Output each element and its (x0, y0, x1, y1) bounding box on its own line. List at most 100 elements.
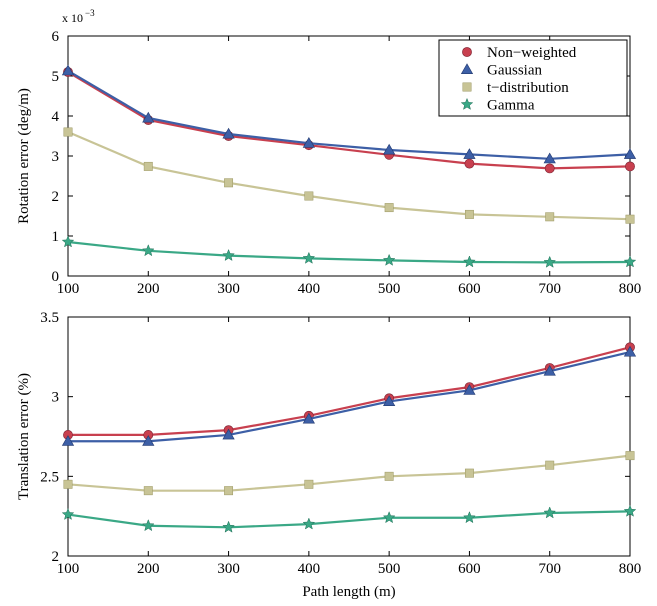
legend-label: Non−weighted (487, 45, 577, 61)
data-point: Non−weighted 700: 2.69 (544, 163, 555, 174)
x-tick-label: 700 (538, 281, 561, 297)
x-tick-label: 200 (137, 561, 160, 577)
data-point: t−distribution 600: 1.54 (464, 209, 474, 219)
y-tick-label: 3.5 (40, 310, 59, 326)
y-scale-multiplier: x 10 −3 (62, 8, 95, 25)
data-point: Gaussian 600: 3.04 (463, 148, 476, 159)
y-tick-label: 2 (52, 189, 60, 205)
data-point: Gaussian 300: 3.55 (222, 127, 235, 139)
legend-marker (462, 82, 472, 92)
series-3: t−distribution 100: 3.6 t−distribution 20… (63, 127, 635, 224)
data-point: Gamma 400: 0.44 (302, 251, 316, 264)
x-tick-label: 500 (378, 561, 401, 577)
data-point: t−distribution 800: 1.42 (625, 214, 635, 224)
legend-label: Gamma (487, 98, 535, 114)
x-tick-label: 600 (458, 281, 481, 297)
data-point: Gamma 500: 2.24 (382, 511, 396, 524)
data-point: Gaussian 200: 3.95 (142, 111, 155, 123)
data-point: t−distribution 400: 2.45 (304, 479, 314, 489)
series-4: Gamma 100: 2.26 Gamma 200: 2.19 Gamma 300:… (61, 504, 637, 533)
legend-marker (462, 47, 472, 57)
x-tick-label: 800 (619, 281, 642, 297)
data-point: Gaussian 100: 2.72 (61, 435, 75, 446)
data-point: Gamma 600: 2.24 (463, 511, 476, 524)
x-tick-label: 100 (57, 281, 80, 297)
data-point: t−distribution 200: 2.74 (143, 161, 153, 171)
x-tick-label: 400 (298, 561, 321, 577)
x-tick-label: 800 (619, 561, 642, 577)
x-tick-label: 400 (298, 281, 321, 297)
legend-marker (460, 63, 474, 74)
data-point: Gamma 200: 0.63 (141, 244, 155, 257)
x-tick-label: 500 (378, 281, 401, 297)
data-point: t−distribution 200: 2.41 (143, 486, 153, 496)
series-line (67, 240, 631, 264)
data-point: t−distribution 500: 1.71 (384, 203, 394, 213)
data-point: Gaussian 600: 3.04 (463, 384, 476, 395)
series-line (67, 454, 631, 492)
series-3: t−distribution 100: 2.45 t−distribution 2… (63, 451, 635, 496)
y-tick-label: 3 (52, 390, 60, 406)
data-point: Gaussian 400: 2.86 (302, 412, 315, 424)
y-tick-label: 3 (52, 149, 60, 165)
data-point: t−distribution 400: 2 (304, 191, 314, 201)
x-tick-label: 100 (57, 561, 80, 577)
data-point: Gamma 800: 0.35 (623, 255, 637, 268)
data-point: t−distribution 100: 3.6 (63, 127, 73, 137)
data-point: Gaussian 500: 3.15 (383, 143, 396, 155)
data-point: Gamma 400: 2.2 (302, 517, 316, 530)
data-point: Gaussian 800: 3.28 (623, 345, 637, 357)
data-point: t−distribution 100: 2.45 (63, 479, 73, 489)
data-point: Gamma 200: 2.19 (141, 519, 155, 532)
chart-2: 100 200 300 400 500 600 700 800 2 2.5 3 3.5 Translat… (16, 310, 641, 600)
data-point: Gamma 100: 0.85 (61, 235, 75, 248)
data-point: t−distribution 700: 2.57 (545, 460, 555, 470)
data-point: t−distribution 300: 2.33 (224, 178, 234, 188)
y-axis-label: Translation error (%) (16, 373, 32, 500)
chart-1: 100 200 300 400 500 600 700 800 0 1 2 3 4 5 6 Rotation … (16, 8, 641, 297)
y-axis-label: Rotation error (deg/m) (16, 88, 32, 224)
data-point: Gamma 600: 0.35 (463, 255, 476, 268)
data-point: Gaussian 100: 5.13 (61, 64, 75, 76)
series-line (68, 350, 631, 443)
x-tick-label: 700 (538, 561, 561, 577)
y-tick-label: 0 (52, 269, 60, 285)
data-point: Gaussian 400: 3.32 (302, 136, 315, 148)
data-point: Gaussian 700: 2.93 (543, 152, 556, 164)
data-point: t−distribution 600: 2.52 (464, 468, 474, 478)
data-point: Gamma 500: 0.39 (382, 253, 396, 266)
data-point: Gamma 700: 2.27 (543, 506, 557, 519)
legend-label: Gaussian (487, 63, 542, 79)
x-tick-label: 200 (137, 281, 160, 297)
y-tick-label: 6 (52, 29, 60, 45)
data-point: Gaussian 800: 3.04 (623, 148, 637, 159)
x-tick-label: 300 (217, 281, 240, 297)
data-point: t−distribution 300: 2.41 (224, 486, 234, 496)
data-point: Gaussian 700: 3.16 (543, 364, 556, 376)
data-point: t−distribution 800: 2.63 (625, 451, 635, 461)
series-2: Gaussian 100: 2.72 Gaussian 200: 2.72 Gaus… (61, 345, 637, 446)
data-point: Gaussian 500: 2.97 (383, 395, 396, 406)
data-point: t−distribution 500: 2.5 (384, 471, 394, 481)
series-line (67, 69, 631, 160)
series-2: Gaussian 100: 5.13 Gaussian 200: 3.95 Gaus… (61, 64, 637, 164)
series-1: Non−weighted 100: 2.76Non−weighted 200: … (63, 342, 635, 440)
data-point: Gamma 300: 2.18 (222, 520, 235, 533)
x-axis-label: Path length (m) (302, 584, 395, 600)
series-line (67, 71, 631, 170)
series-line (67, 510, 631, 529)
y-tick-label: 2.5 (40, 469, 59, 485)
data-point: Gaussian 200: 2.72 (142, 435, 155, 446)
data-point: Gamma 800: 2.28 (623, 504, 637, 517)
y-scale-exponent: −3 (85, 8, 95, 18)
data-point: Gamma 700: 0.34 (543, 255, 557, 268)
y-tick-label: 2 (52, 549, 60, 565)
y-tick-label: 5 (52, 69, 60, 85)
x-tick-label: 300 (217, 561, 240, 577)
series-line (68, 346, 631, 437)
data-point: Non−weighted 800: 2.74 (625, 161, 635, 172)
x-tick-label: 600 (458, 561, 481, 577)
y-scale-base: x 10 (62, 11, 83, 25)
